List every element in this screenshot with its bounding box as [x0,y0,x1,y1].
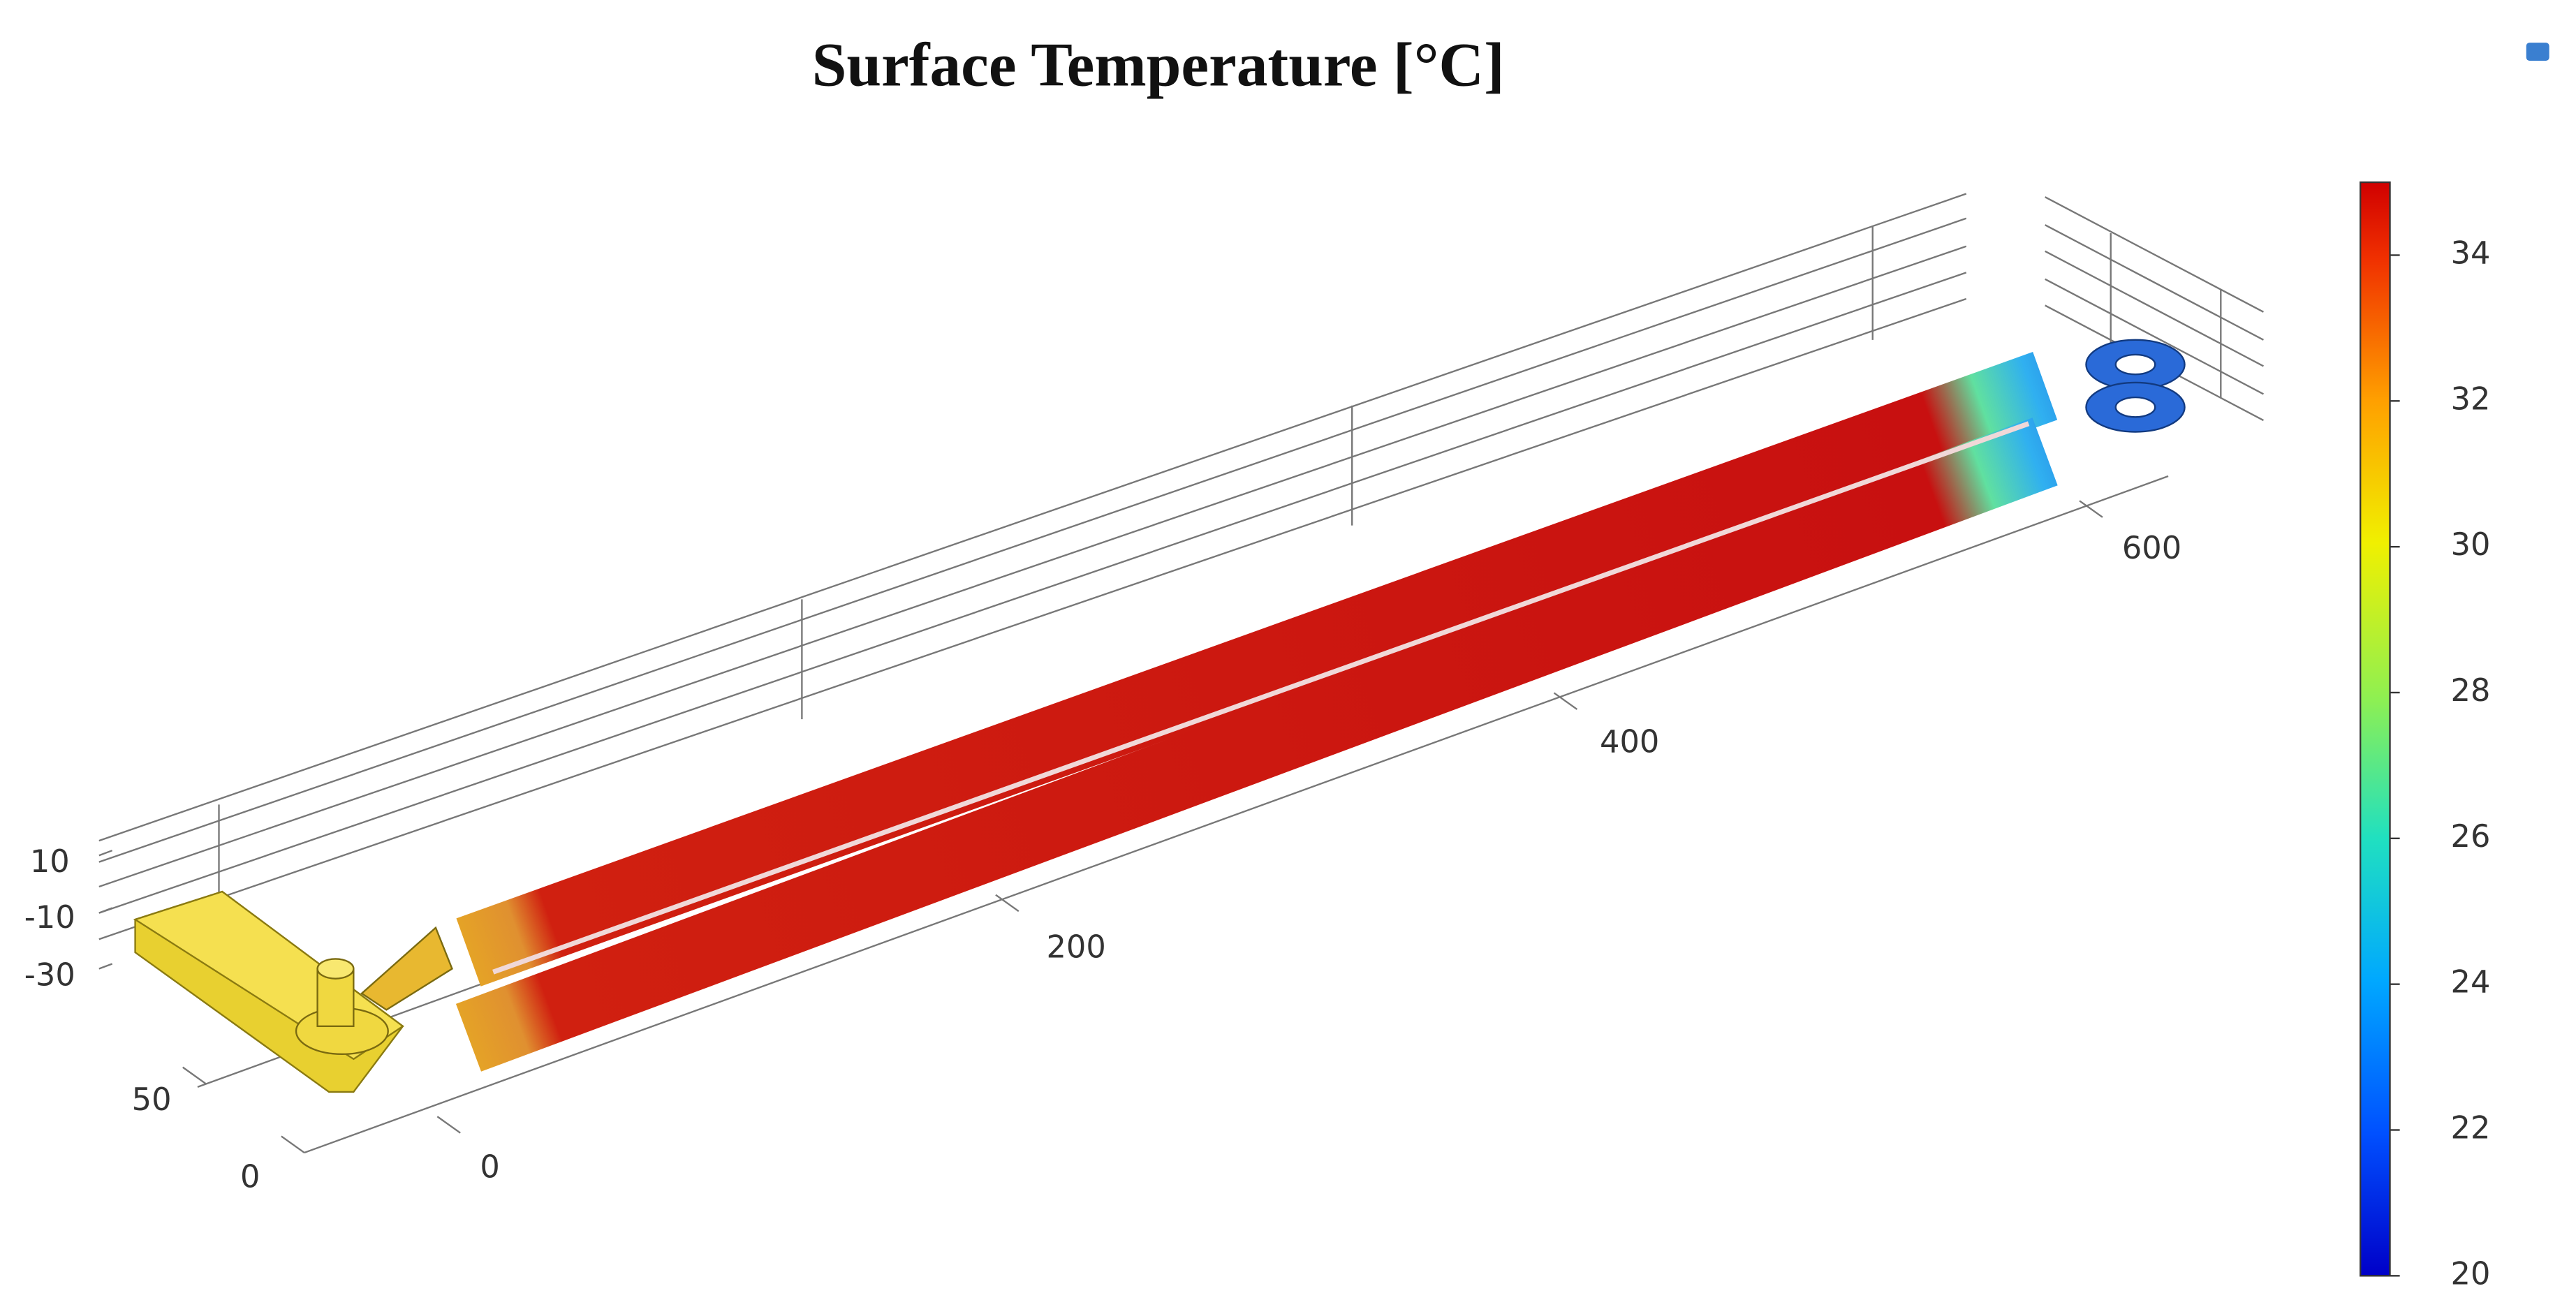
axis-tick [1553,692,1578,710]
colorbar [2360,181,2391,1277]
colorbar-tick-label: 34 [2451,235,2491,271]
axis-tick-label: 200 [1046,929,1105,965]
axis-tick-label: -10 [24,899,75,936]
axis-tick [436,1116,461,1134]
axis-tick-label: 600 [2122,530,2181,566]
axis-tick-label: 50 [132,1081,172,1118]
axis-tick [98,963,113,970]
colorbar-tick-label: 28 [2451,672,2491,709]
colorbar-tick-label: 24 [2451,964,2491,1000]
colorbar-tick-label: 26 [2451,818,2491,855]
model-geometry [133,339,2186,1093]
axis-tick [98,907,113,914]
axis-tick-label: 10 [30,843,70,880]
colorbar-tick-label: 20 [2451,1255,2491,1292]
plot-title: Surface Temperature [°C] [812,30,1505,99]
axis-tick [98,850,113,857]
axis-tick-label: 0 [480,1149,499,1185]
colorbar-tick-label: 30 [2451,526,2491,563]
axis-tick-label: 0 [240,1159,260,1195]
axis-tick [182,1066,207,1085]
axis-tick [2079,500,2103,518]
axis-tick [995,894,1020,913]
colorbar-tick-label: 32 [2451,381,2491,417]
window-icon[interactable] [2526,43,2549,61]
axis-tick [281,1135,305,1153]
colorbar-tick-label: 22 [2451,1109,2491,1146]
axis-tick-label: 400 [1600,723,1659,760]
axis-tick-label: -30 [24,957,75,993]
